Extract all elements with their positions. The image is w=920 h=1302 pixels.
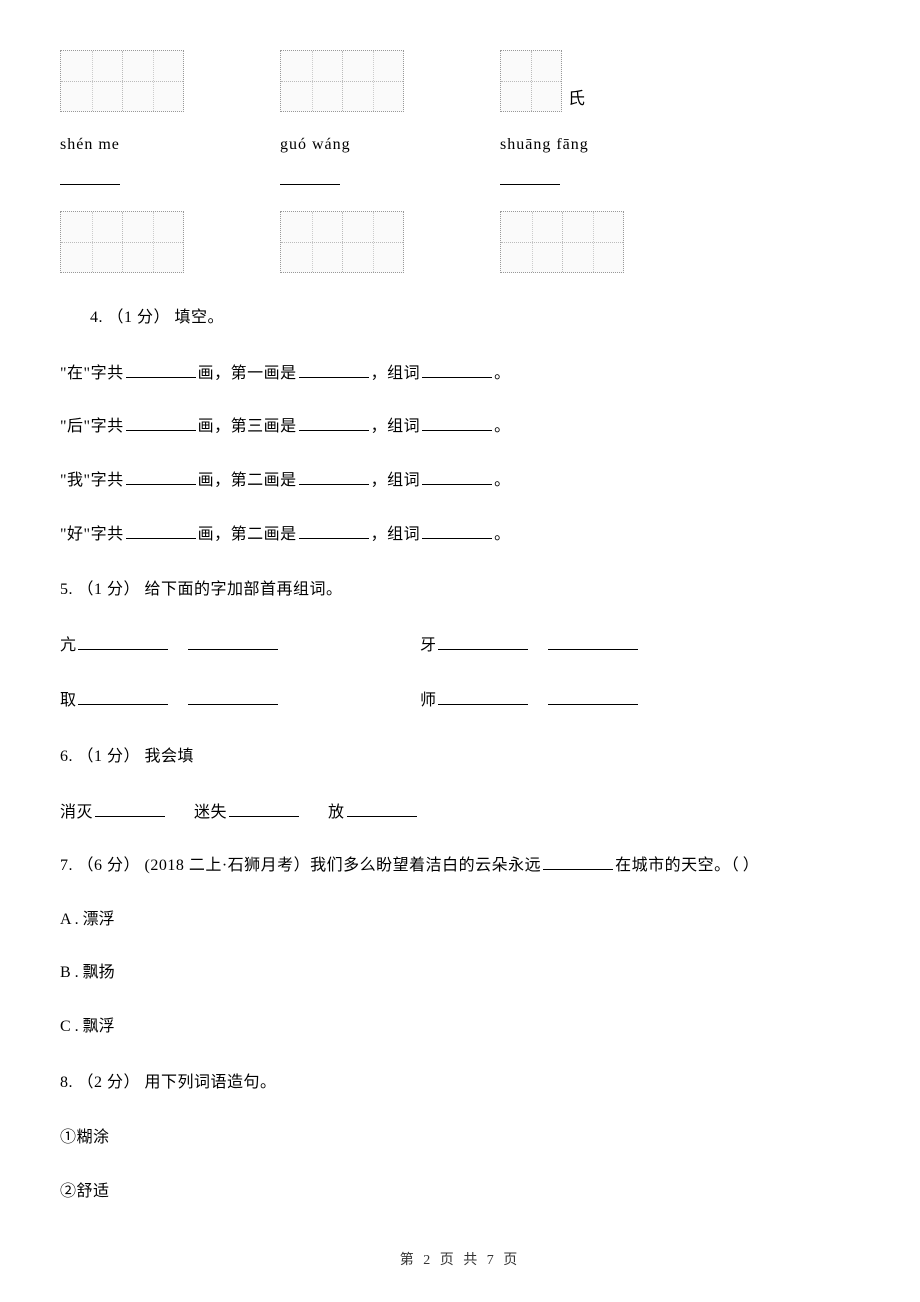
q6-header: 6. （1 分） 我会填: [60, 744, 860, 770]
writing-grid: [60, 50, 184, 112]
fill-blank[interactable]: [422, 417, 492, 431]
grid-cell-bot-2: [280, 211, 500, 273]
q7-option-a[interactable]: A . 漂浮: [60, 907, 860, 933]
text: ，组词: [371, 418, 421, 435]
fill-blank[interactable]: [438, 691, 528, 705]
pinyin-1: shén me: [60, 132, 280, 158]
text: 。: [494, 472, 511, 489]
fill-blank[interactable]: [95, 803, 165, 817]
writing-grid: [60, 211, 184, 273]
text: "好"字共: [60, 526, 124, 543]
fill-blank[interactable]: [299, 364, 369, 378]
q4-line-1: "在"字共 画，第一画是 ，组词 。: [60, 361, 860, 387]
text: 。: [494, 526, 511, 543]
fill-blank[interactable]: [126, 471, 196, 485]
answer-paren[interactable]: （ ）: [731, 857, 759, 874]
fill-blank[interactable]: [126, 525, 196, 539]
q7-option-b[interactable]: B . 飘扬: [60, 960, 860, 986]
fill-blank[interactable]: [126, 417, 196, 431]
q7-option-c[interactable]: C . 飘浮: [60, 1014, 860, 1040]
q8-item-1: ①糊涂: [60, 1125, 860, 1151]
grid-cell-bot-1: [60, 211, 280, 273]
text: 7. （6 分） (2018 二上·石狮月考）我们多么盼望着洁白的云朵永远: [60, 857, 541, 874]
q5-char-1: 亢: [60, 637, 76, 654]
fill-blank[interactable]: [347, 803, 417, 817]
pinyin-row: shén me guó wáng shuāng fāng: [60, 132, 860, 158]
q6-w1: 消灭: [60, 804, 93, 821]
grid-cell-top-1: [60, 50, 280, 112]
text: "在"字共: [60, 365, 124, 382]
q6-line: 消灭 迷失 放: [60, 800, 860, 826]
fill-blank[interactable]: [229, 803, 299, 817]
q4-line-4: "好"字共 画，第二画是 ，组词 。: [60, 522, 860, 548]
fill-blank[interactable]: [548, 691, 638, 705]
pinyin-2: guó wáng: [280, 132, 500, 158]
page-footer: 第 2 页 共 7 页: [0, 1250, 920, 1272]
text: "我"字共: [60, 472, 124, 489]
fill-blank[interactable]: [422, 525, 492, 539]
fill-blank[interactable]: [188, 636, 278, 650]
writing-grid: [500, 211, 624, 273]
content-body: 4. （1 分） 填空。 "在"字共画，第一画是，组词。 "后"字共画，第三画是…: [60, 305, 860, 1204]
writing-grid: [280, 211, 404, 273]
writing-grid: [280, 50, 404, 112]
fill-blank[interactable]: [543, 856, 613, 870]
fill-blank[interactable]: [422, 471, 492, 485]
q5-header: 5. （1 分） 给下面的字加部首再组词。: [60, 577, 860, 603]
q8-header: 8. （2 分） 用下列词语造句。: [60, 1070, 860, 1096]
fill-blank[interactable]: [280, 171, 340, 185]
text: 画，第一画是: [198, 365, 297, 382]
char-grid-row-bottom: [60, 211, 860, 273]
fill-blank[interactable]: [500, 171, 560, 185]
q4-line-2: "后"字共 画，第三画是 ，组词 。: [60, 414, 860, 440]
q5-char-3: 取: [60, 692, 76, 709]
writing-grid: [500, 50, 562, 112]
short-blank-row: [60, 168, 860, 194]
q5-row-2: 取 师: [60, 688, 860, 714]
text: 画，第三画是: [198, 418, 297, 435]
q6-w3: 放: [328, 804, 345, 821]
text: "后"字共: [60, 418, 124, 435]
fill-blank[interactable]: [188, 691, 278, 705]
q8-item-2: ②舒适: [60, 1179, 860, 1205]
fill-blank[interactable]: [548, 636, 638, 650]
char-grid-row-top: 氏: [60, 50, 860, 112]
text: 画，第二画是: [198, 472, 297, 489]
text: 在城市的天空。: [615, 857, 731, 874]
fill-blank[interactable]: [60, 171, 120, 185]
suffix-char: 氏: [568, 85, 585, 112]
q4-header: 4. （1 分） 填空。: [60, 305, 860, 331]
q5-char-2: 牙: [420, 637, 436, 654]
fill-blank[interactable]: [422, 364, 492, 378]
fill-blank[interactable]: [299, 471, 369, 485]
q4-line-3: "我"字共 画，第二画是 ，组词 。: [60, 468, 860, 494]
q5-char-4: 师: [420, 692, 436, 709]
fill-blank[interactable]: [78, 691, 168, 705]
text: ，组词: [371, 526, 421, 543]
grid-cell-top-2: [280, 50, 500, 112]
q6-w2: 迷失: [194, 804, 227, 821]
text: 。: [494, 365, 511, 382]
fill-blank[interactable]: [438, 636, 528, 650]
fill-blank[interactable]: [299, 525, 369, 539]
fill-blank[interactable]: [78, 636, 168, 650]
pinyin-3: shuāng fāng: [500, 132, 860, 158]
q7-header: 7. （6 分） (2018 二上·石狮月考）我们多么盼望着洁白的云朵永远 在城市…: [60, 853, 860, 879]
q5-row-1: 亢 牙: [60, 633, 860, 659]
text: 画，第二画是: [198, 526, 297, 543]
text: ，组词: [371, 365, 421, 382]
text: ，组词: [371, 472, 421, 489]
grid-cell-bot-3: [500, 211, 860, 273]
text: 。: [494, 418, 511, 435]
grid-cell-top-3: 氏: [500, 50, 860, 112]
fill-blank[interactable]: [126, 364, 196, 378]
fill-blank[interactable]: [299, 417, 369, 431]
